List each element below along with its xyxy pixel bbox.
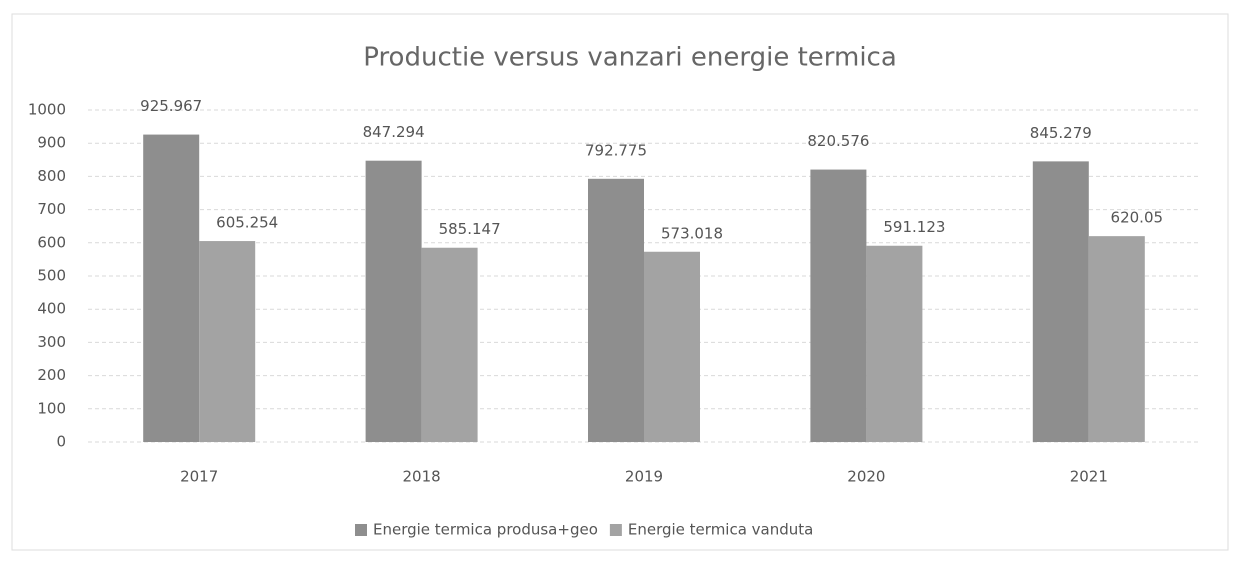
data-label: 620.05 <box>1111 209 1164 227</box>
x-tick-label: 2018 <box>403 468 441 486</box>
data-label: 820.576 <box>807 132 869 150</box>
x-tick-label: 2019 <box>625 468 663 486</box>
data-label: 573.018 <box>661 224 723 242</box>
y-tick-label: 200 <box>37 366 66 384</box>
y-tick-label: 300 <box>37 333 66 351</box>
bar <box>644 251 700 442</box>
legend-swatch <box>355 524 367 536</box>
bar <box>143 134 200 442</box>
bar <box>588 178 644 442</box>
legend-label: Energie termica vanduta <box>628 521 813 539</box>
x-tick-label: 2020 <box>847 468 885 486</box>
x-tick-label: 2021 <box>1070 468 1108 486</box>
y-tick-label: 800 <box>37 167 66 185</box>
chart-title: Productie versus vanzari energie termica <box>363 43 897 73</box>
y-tick-label: 100 <box>37 399 66 417</box>
bar <box>1088 236 1145 442</box>
bar <box>421 247 478 442</box>
data-label: 585.147 <box>439 220 501 238</box>
bar <box>365 160 422 442</box>
bar <box>1032 161 1089 442</box>
data-label: 847.294 <box>363 123 425 141</box>
y-tick-label: 400 <box>37 300 66 318</box>
y-tick-label: 1000 <box>28 101 66 119</box>
bar <box>866 245 923 442</box>
y-tick-label: 0 <box>56 433 66 451</box>
data-label: 845.279 <box>1030 124 1092 142</box>
y-tick-label: 500 <box>37 267 66 285</box>
data-label: 925.967 <box>140 97 202 115</box>
bar <box>810 169 867 442</box>
bar <box>199 241 256 442</box>
y-tick-label: 700 <box>37 200 66 218</box>
legend-swatch <box>609 524 622 536</box>
y-tick-label: 900 <box>37 134 66 152</box>
data-label: 792.775 <box>585 141 647 159</box>
x-tick-label: 2017 <box>180 468 218 486</box>
y-tick-label: 600 <box>37 233 66 251</box>
legend-label: Energie termica produsa+geo <box>373 521 598 539</box>
data-label: 591.123 <box>883 218 945 236</box>
data-label: 605.254 <box>216 214 278 232</box>
